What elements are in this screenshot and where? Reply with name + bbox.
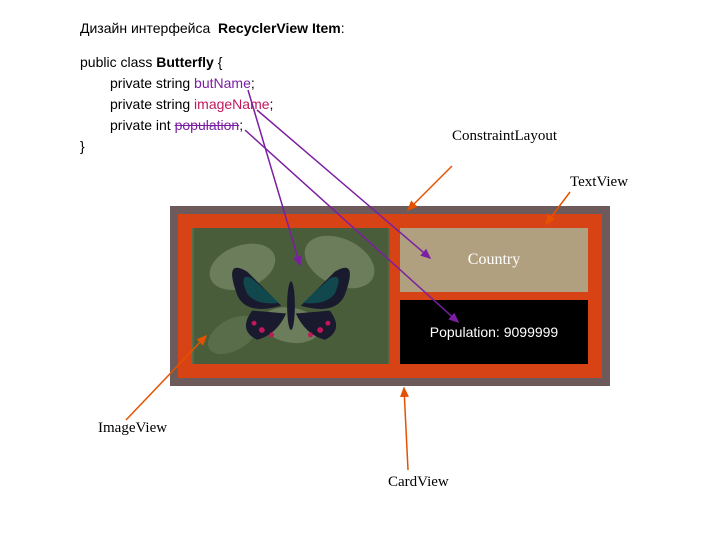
field-imagename: imageName xyxy=(194,96,269,112)
label-constraintlayout: ConstraintLayout xyxy=(452,128,552,145)
code-line-1: public class Butterfly { xyxy=(80,52,273,73)
code-line-2: private string butName; xyxy=(80,73,273,94)
code-block: public class Butterfly { private string … xyxy=(80,52,273,157)
label-textview: TextView xyxy=(570,174,670,191)
label-cardview: CardView xyxy=(388,474,488,491)
title-bold: RecyclerView Item xyxy=(218,20,341,36)
textview-population: Population: 9099999 xyxy=(400,300,588,364)
cardview: Country Population: 9099999 xyxy=(170,206,610,386)
butterfly-image xyxy=(192,228,390,364)
textview-column: Country Population: 9099999 xyxy=(400,228,588,364)
constraintlayout: Country Population: 9099999 xyxy=(192,228,588,364)
field-butname: butName xyxy=(194,75,251,91)
title-prefix: Дизайн интерфейса xyxy=(80,20,210,36)
textview-country: Country xyxy=(400,228,588,292)
field-population: population xyxy=(175,117,240,133)
code-line-5: } xyxy=(80,136,273,157)
imageview xyxy=(192,228,390,364)
code-line-4: private int population; xyxy=(80,115,273,136)
title-suffix: : xyxy=(341,20,345,36)
page-title: Дизайн интерфейса RecyclerView Item: xyxy=(80,20,345,36)
code-line-3: private string imageName; xyxy=(80,94,273,115)
label-imageview: ImageView xyxy=(98,420,198,437)
